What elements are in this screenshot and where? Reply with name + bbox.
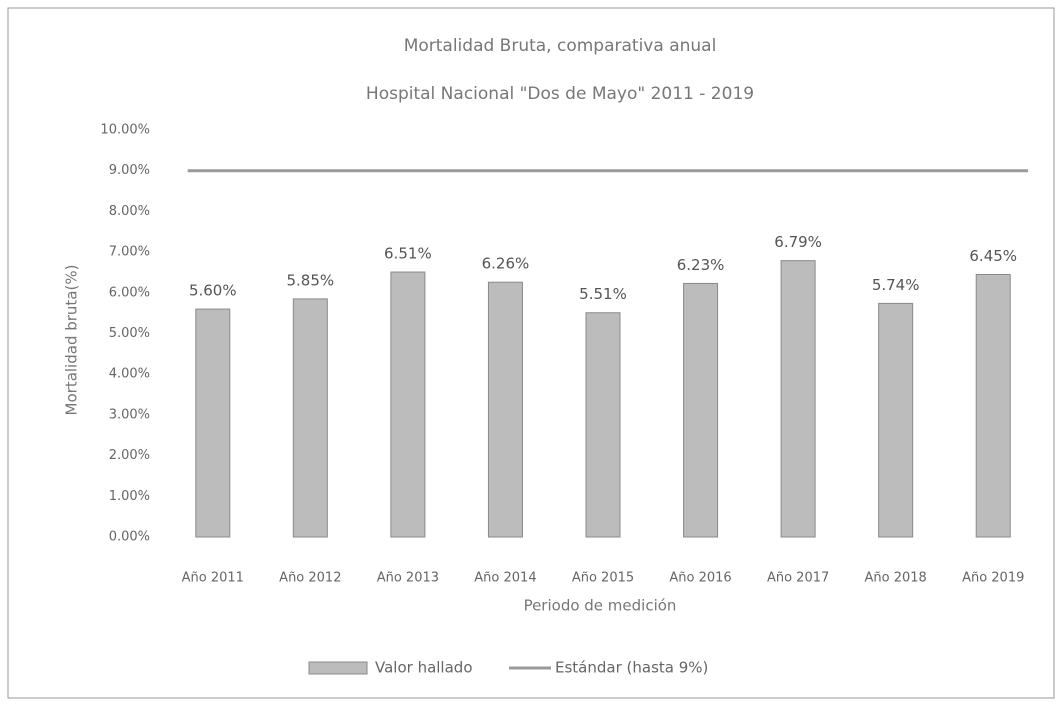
- y-tick-label: 4.00%: [109, 367, 150, 382]
- x-tick-label: Año 2018: [865, 571, 927, 586]
- y-tick-label: 1.00%: [109, 489, 150, 504]
- bar: [390, 271, 426, 538]
- y-tick-label: 7.00%: [109, 245, 150, 260]
- data-label: 6.79%: [774, 233, 822, 251]
- bar: [975, 273, 1011, 538]
- x-axis-label: Periodo de medición: [524, 597, 677, 615]
- bar: [683, 282, 719, 538]
- data-label: 5.51%: [579, 285, 627, 303]
- y-tick-label: 5.00%: [109, 326, 150, 341]
- data-label: 6.45%: [969, 247, 1017, 265]
- bar: [292, 298, 328, 538]
- x-tick-label: Año 2017: [767, 571, 829, 586]
- data-label: 6.51%: [384, 245, 432, 263]
- y-tick-label: 10.00%: [100, 123, 150, 138]
- x-tick-label: Año 2012: [279, 571, 341, 586]
- bar: [487, 281, 523, 538]
- y-tick-label: 0.00%: [109, 530, 150, 545]
- y-axis-label: Mortalidad bruta(%): [63, 265, 81, 416]
- y-tick-label: 9.00%: [109, 163, 150, 178]
- data-label: 6.26%: [482, 255, 530, 273]
- bar: [780, 260, 816, 538]
- legend-label: Estándar (hasta 9%): [555, 659, 708, 677]
- x-tick-label: Año 2019: [962, 571, 1024, 586]
- data-label: 6.23%: [677, 256, 725, 274]
- data-label: 5.60%: [189, 282, 237, 300]
- x-tick-label: Año 2015: [572, 571, 634, 586]
- chart-border: [7, 7, 1055, 699]
- x-tick-label: Año 2011: [182, 571, 244, 586]
- chart-subtitle: Hospital Nacional "Dos de Mayo" 2011 - 2…: [366, 84, 754, 104]
- bar: [195, 308, 231, 538]
- bar: [878, 302, 914, 538]
- data-label: 5.85%: [287, 271, 335, 289]
- y-tick-label: 3.00%: [109, 407, 150, 422]
- x-tick-label: Año 2016: [669, 571, 731, 586]
- y-tick-label: 8.00%: [109, 204, 150, 219]
- chart-title: Mortalidad Bruta, comparativa anual: [404, 36, 717, 56]
- y-tick-label: 2.00%: [109, 448, 150, 463]
- legend-label: Valor hallado: [375, 659, 473, 677]
- legend-swatch: [308, 661, 368, 675]
- y-tick-label: 6.00%: [109, 285, 150, 300]
- bar: [585, 312, 621, 538]
- x-tick-label: Año 2014: [474, 571, 536, 586]
- x-tick-label: Año 2013: [377, 571, 439, 586]
- data-label: 5.74%: [872, 276, 920, 294]
